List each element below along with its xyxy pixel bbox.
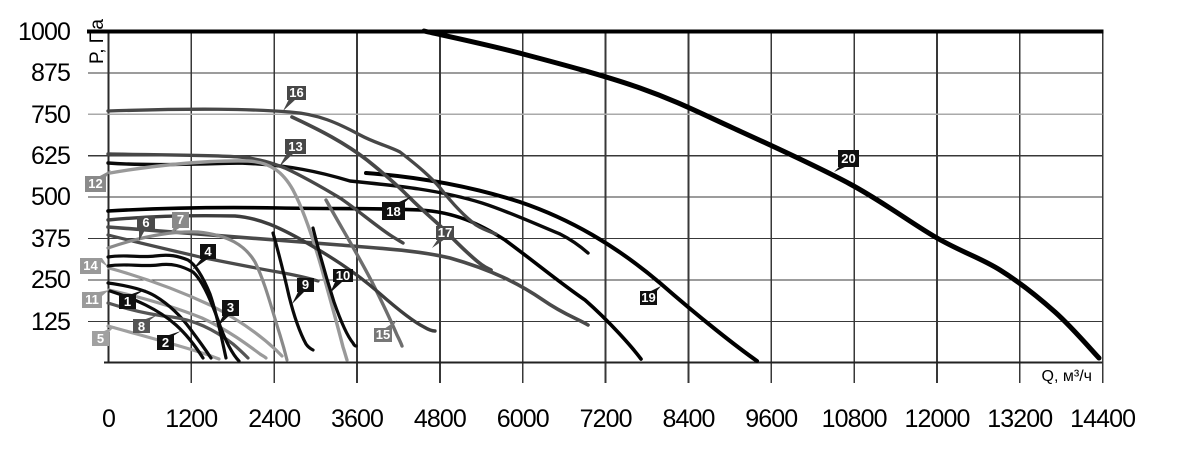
svg-text:13200: 13200 (987, 405, 1052, 433)
svg-text:8: 8 (138, 319, 145, 334)
svg-text:875: 875 (31, 59, 70, 87)
svg-text:19: 19 (641, 290, 655, 305)
svg-text:12000: 12000 (904, 405, 969, 433)
svg-text:9600: 9600 (745, 405, 797, 433)
svg-text:9: 9 (302, 277, 309, 292)
svg-text:2: 2 (162, 335, 169, 350)
svg-text:5: 5 (97, 331, 104, 346)
svg-text:P, Па: P, Па (87, 19, 108, 64)
svg-text:0: 0 (102, 405, 115, 433)
svg-text:3: 3 (227, 300, 234, 315)
svg-text:1: 1 (124, 294, 131, 309)
svg-text:14: 14 (83, 258, 98, 273)
svg-text:7: 7 (177, 212, 184, 227)
svg-text:Q, м³/ч: Q, м³/ч (1042, 368, 1092, 385)
svg-text:1200: 1200 (165, 405, 217, 433)
svg-text:14400: 14400 (1070, 405, 1135, 433)
svg-text:375: 375 (31, 225, 70, 253)
svg-text:2400: 2400 (248, 405, 300, 433)
svg-text:10800: 10800 (822, 405, 887, 433)
svg-text:16: 16 (289, 85, 303, 100)
svg-text:1000: 1000 (18, 18, 70, 46)
svg-text:7200: 7200 (580, 405, 632, 433)
svg-text:625: 625 (31, 142, 70, 170)
svg-text:500: 500 (31, 183, 70, 211)
svg-text:20: 20 (841, 151, 855, 166)
svg-text:10: 10 (336, 268, 350, 283)
svg-text:125: 125 (31, 308, 70, 336)
svg-text:11: 11 (85, 292, 99, 307)
svg-text:17: 17 (438, 225, 452, 240)
svg-text:3600: 3600 (331, 405, 383, 433)
svg-text:6000: 6000 (497, 405, 549, 433)
svg-text:13: 13 (288, 139, 302, 154)
svg-text:8400: 8400 (662, 405, 714, 433)
svg-text:750: 750 (31, 101, 70, 129)
svg-text:4: 4 (204, 244, 212, 259)
svg-text:18: 18 (386, 204, 400, 219)
svg-text:250: 250 (31, 266, 70, 294)
svg-text:4800: 4800 (414, 405, 466, 433)
svg-text:12: 12 (88, 176, 102, 191)
svg-text:15: 15 (376, 327, 390, 342)
svg-text:6: 6 (142, 215, 149, 230)
